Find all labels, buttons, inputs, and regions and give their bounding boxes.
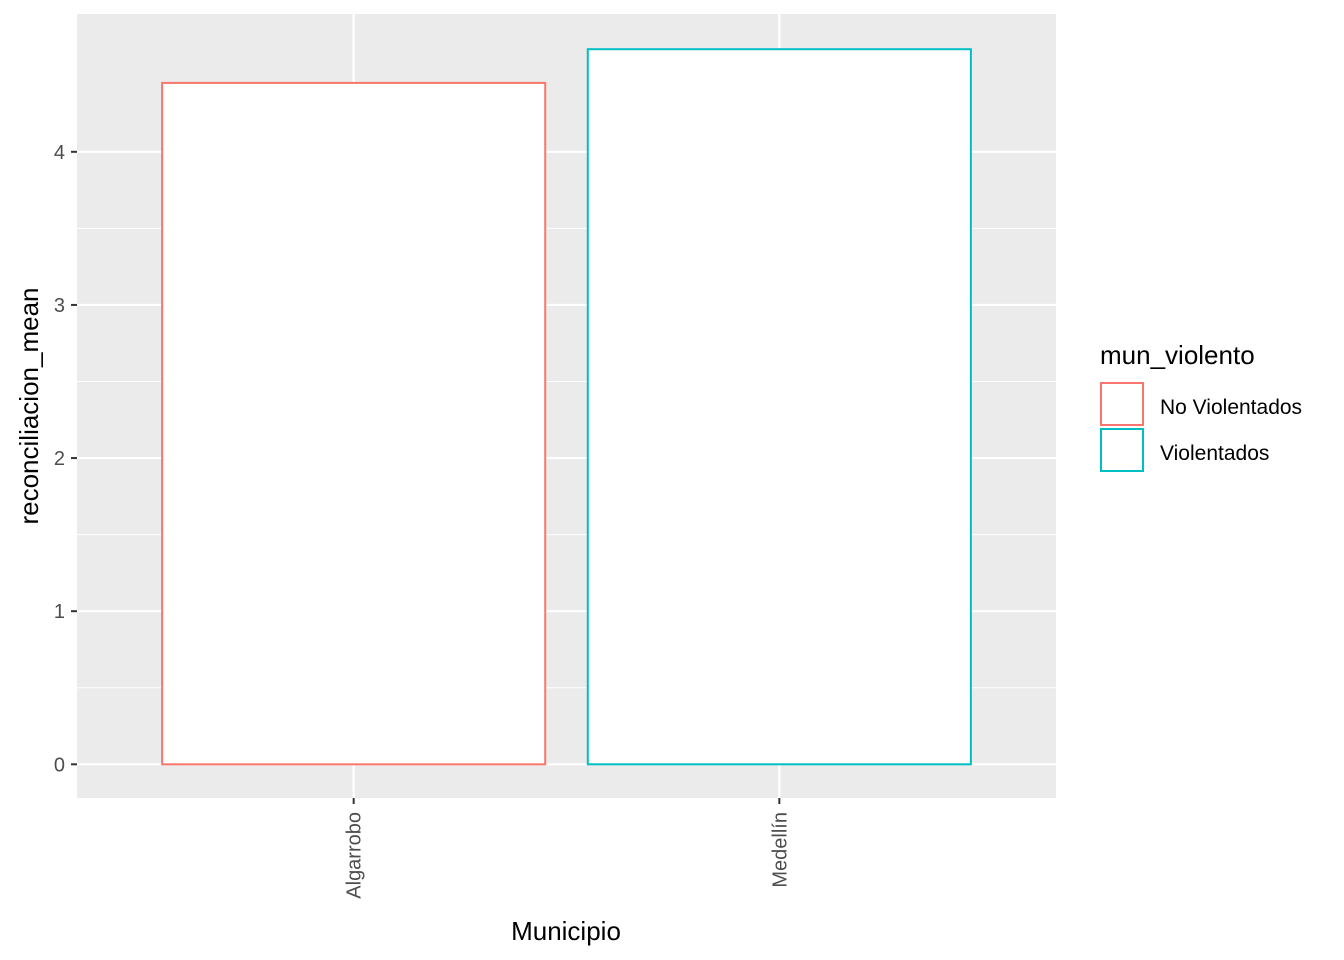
y-tick-label: 4 <box>54 142 65 164</box>
x-tick-label: Algarrobo <box>344 812 366 899</box>
legend-key-violentados <box>1100 428 1144 472</box>
legend-label-violentados: Violentados <box>1160 442 1269 465</box>
x-axis: Algarrobo Medellín <box>344 798 791 899</box>
y-axis: 0 1 2 3 4 <box>54 142 77 776</box>
x-tick-label: Medellín <box>769 812 791 888</box>
bars <box>161 48 972 766</box>
y-tick-label: 2 <box>54 448 65 470</box>
bar <box>586 48 972 766</box>
bar <box>161 81 547 766</box>
legend-title: mun_violento <box>1100 340 1255 370</box>
y-tick-label: 1 <box>54 601 65 623</box>
legend-key-no-violentados <box>1100 382 1144 426</box>
y-tick-label: 0 <box>54 754 65 776</box>
y-axis-title: reconciliacion_mean <box>14 287 44 524</box>
legend: mun_violento No Violentados Violentados <box>1100 340 1302 472</box>
x-axis-title: Municipio <box>511 916 621 946</box>
legend-label-no-violentados: No Violentados <box>1160 396 1302 419</box>
y-tick-label: 3 <box>54 295 65 317</box>
